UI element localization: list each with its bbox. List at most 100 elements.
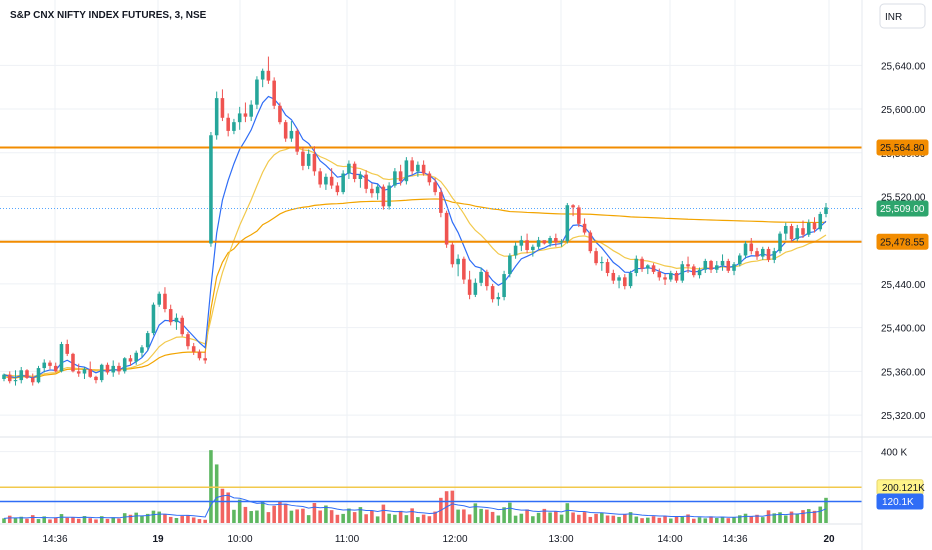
volume-bar — [795, 514, 800, 523]
volume-bar — [582, 512, 587, 523]
volume-bar — [226, 492, 230, 523]
time-axis-tick-label: 20 — [823, 534, 835, 545]
candlestick-body — [692, 266, 696, 276]
candlestick-body — [134, 352, 138, 362]
candlestick-body — [295, 130, 299, 152]
volume-bar — [755, 514, 759, 523]
candlestick-body — [347, 163, 351, 174]
currency-label: INR — [885, 12, 902, 23]
price-axis-tick-label: 25,360.00 — [881, 367, 926, 378]
candlestick-body — [646, 265, 650, 269]
volume-bar — [462, 509, 466, 523]
volume-bar — [122, 513, 127, 523]
volume-bar — [674, 516, 679, 523]
candlestick-body — [404, 160, 409, 182]
candlestick-body — [209, 135, 213, 244]
volume-bar — [249, 511, 253, 523]
candlestick-body — [191, 346, 196, 352]
volume-bar — [404, 515, 409, 523]
candlestick-body — [335, 185, 340, 193]
candlestick-body — [663, 277, 667, 280]
candlestick-body — [824, 207, 828, 214]
candlestick-body — [732, 264, 736, 271]
volume-bar — [30, 515, 35, 523]
candlestick-body — [410, 160, 414, 172]
candlestick-body — [421, 164, 426, 174]
volume-bar — [2, 518, 6, 523]
ema-fast-line — [3, 95, 827, 379]
candlestick-body — [634, 258, 639, 273]
ema-slow-line — [3, 146, 827, 377]
candlestick-body — [117, 365, 121, 372]
volume-bar — [375, 516, 380, 523]
currency-selector[interactable]: INR — [879, 3, 926, 29]
candlestick-body — [577, 207, 581, 224]
volume-bar — [490, 511, 495, 523]
candlestick-body — [439, 192, 443, 213]
candlestick-body — [237, 113, 242, 123]
volume-bar — [237, 499, 242, 523]
volume-bar — [117, 518, 121, 523]
volume-bar — [278, 501, 282, 523]
volume-moving-average-line — [3, 494, 827, 519]
candlestick-body — [715, 265, 719, 270]
volume-bar — [559, 514, 564, 523]
volume-bar — [88, 518, 93, 523]
volume-badges: 200.121K 120.1K — [876, 479, 925, 510]
candlestick-body — [341, 173, 345, 193]
volume-bar — [329, 510, 334, 523]
time-axis-tick-label: 14:00 — [657, 534, 682, 545]
candlestick-body — [163, 293, 167, 310]
volume-bars — [2, 450, 828, 523]
candlestick-body — [686, 264, 690, 267]
candlestick-body — [249, 104, 253, 117]
volume-bar — [260, 501, 265, 523]
candlestick-body — [789, 225, 794, 240]
volume-bar — [99, 516, 104, 523]
volume-axis-labels: 400 K — [881, 448, 907, 459]
volume-bar — [611, 515, 616, 523]
volume-bar — [548, 512, 552, 523]
volume-bar — [824, 497, 828, 523]
volume-average-badge: 120.1K — [876, 493, 924, 510]
price-axis-tick-label: 25,600.00 — [881, 105, 926, 116]
volume-bar — [640, 518, 644, 523]
candlestick-body — [203, 358, 207, 361]
volume-bar — [485, 509, 489, 523]
candlestick-body — [30, 377, 35, 383]
volume-bar — [341, 513, 345, 523]
candlestick-body — [214, 98, 219, 136]
candlestick-body — [324, 176, 328, 185]
candlestick-body — [398, 171, 403, 182]
candlestick-body — [755, 251, 759, 257]
level-price-badge: 25,478.55 — [876, 233, 929, 250]
candlestick-body — [467, 279, 472, 295]
level-price-badge: 25,564.80 — [876, 139, 929, 156]
volume-bar — [295, 509, 299, 523]
currency-selector-box[interactable] — [879, 3, 926, 29]
candlestick-body — [617, 277, 621, 281]
volume-bar — [479, 508, 483, 523]
candlestick-body — [680, 264, 685, 281]
candlestick-body — [88, 369, 93, 377]
candlestick-body — [416, 164, 420, 172]
volume-bar — [13, 518, 18, 523]
candlestick-body — [669, 272, 673, 280]
volume-bar — [214, 464, 219, 523]
candlestick-body — [548, 238, 552, 244]
volume-bar — [197, 519, 202, 523]
candlestick-body — [657, 271, 662, 278]
volume-bar — [312, 503, 317, 523]
volume-bar — [59, 514, 64, 523]
volume-bar — [588, 516, 593, 523]
candlestick-body — [94, 376, 98, 381]
volume-bar — [433, 511, 437, 523]
candlestick-body — [582, 223, 587, 233]
candlestick-body — [151, 304, 156, 334]
volume-bar — [283, 503, 288, 523]
volume-bar — [709, 516, 713, 523]
candlestick-body — [312, 153, 317, 172]
price-badge-box — [876, 233, 929, 250]
volume-badge-label: 200.121K — [882, 483, 925, 494]
candlestick-body — [812, 222, 817, 230]
